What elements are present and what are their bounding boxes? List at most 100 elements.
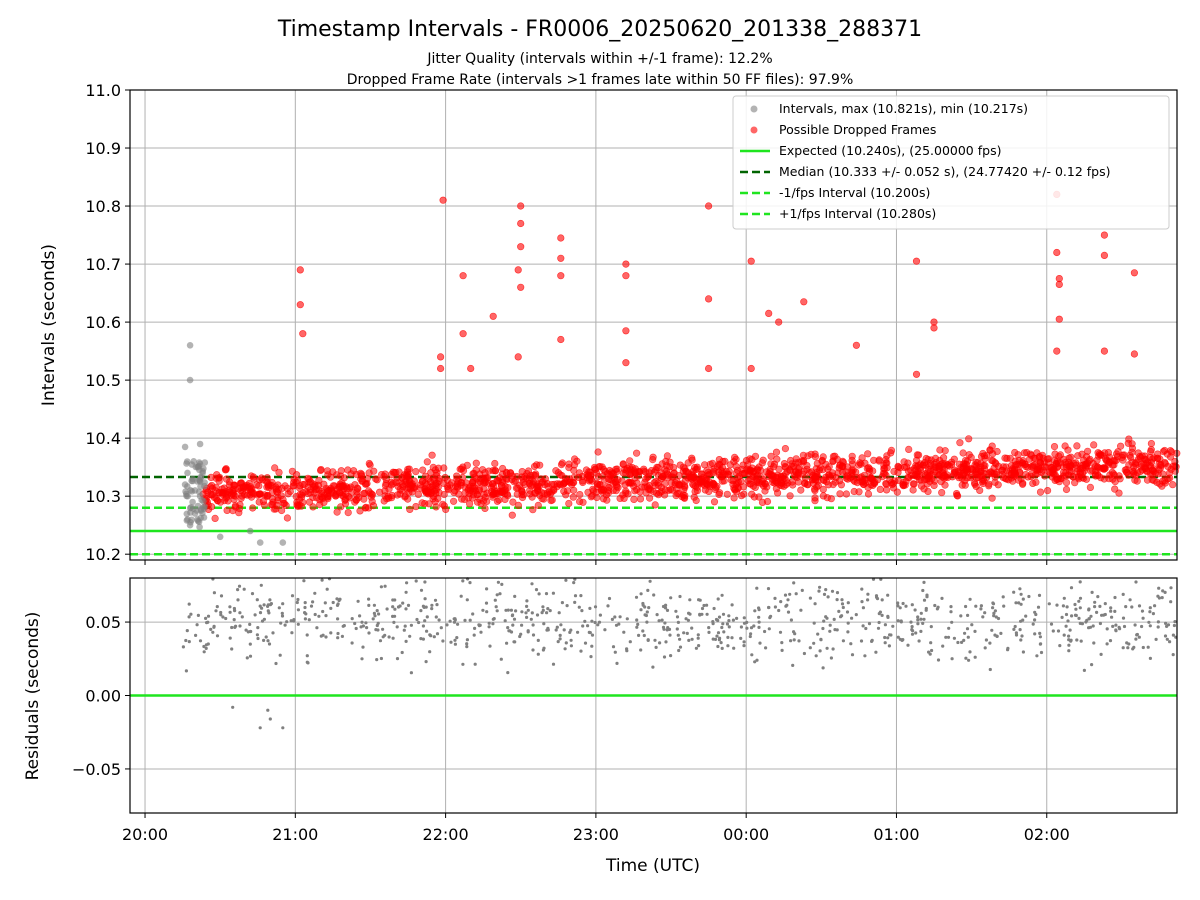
residual-point (452, 617, 456, 621)
dropped-frame-point (263, 483, 271, 491)
interval-point (191, 510, 199, 517)
residual-point (325, 587, 329, 591)
residual-point (559, 623, 563, 627)
residual-point (974, 604, 978, 608)
residual-point (1156, 625, 1160, 629)
residual-point (531, 648, 535, 652)
residual-point (302, 579, 306, 583)
residual-point (296, 608, 300, 612)
residual-point (236, 588, 240, 592)
dropped-frame-point (475, 486, 483, 495)
residual-point (984, 638, 989, 642)
residual-point (622, 630, 626, 634)
residual-point (792, 581, 796, 585)
dropped-frame-point (620, 465, 629, 474)
residual-point (721, 612, 726, 616)
residual-point (850, 653, 855, 657)
residual-point (725, 622, 730, 626)
residual-point (1171, 653, 1175, 657)
residual-point (465, 642, 469, 646)
residual-point (419, 637, 423, 641)
dropped-frame-point (440, 479, 448, 488)
residual-point (1169, 586, 1173, 590)
residual-point (645, 610, 649, 614)
dropped-frame-point (414, 490, 423, 499)
residual-point (323, 601, 327, 605)
residual-point (487, 625, 491, 629)
residual-point (278, 653, 282, 657)
dropped-frame-point (337, 503, 345, 511)
residual-point (206, 614, 211, 618)
dropped-frame-point (1053, 248, 1061, 257)
residual-point (305, 633, 309, 637)
residual-point (279, 621, 283, 625)
dropped-frame-point (275, 468, 283, 477)
residual-point (861, 624, 865, 628)
dropped-frame-point (1160, 446, 1169, 455)
residual-point (1064, 624, 1068, 628)
residual-point (1033, 610, 1037, 614)
interval-point (196, 492, 204, 500)
dropped-frame-point (691, 482, 700, 490)
dropped-frame-point (212, 494, 220, 503)
dropped-frame-point (1003, 454, 1011, 463)
residual-point (429, 634, 433, 638)
residual-point (876, 626, 881, 630)
residual-point (465, 638, 469, 642)
residual-point (919, 617, 923, 621)
dropped-frame-point (1029, 479, 1037, 488)
dropped-frame-point (956, 439, 964, 447)
dropped-frame-point (432, 489, 440, 497)
residual-point (184, 669, 188, 673)
dropped-frame-point (811, 450, 819, 458)
dropped-frame-point (1111, 485, 1119, 493)
dropped-frame-point (1002, 475, 1011, 483)
dropped-frame-point (1053, 347, 1061, 355)
dropped-frame-point (450, 497, 458, 505)
dropped-frame-point (376, 488, 384, 496)
residual-point (419, 588, 424, 592)
residual-point (437, 618, 441, 622)
interval-point (186, 521, 194, 529)
residual-point (767, 627, 771, 631)
residual-point (946, 635, 951, 639)
dropped-frame-point (755, 493, 763, 501)
dropped-frame-point (422, 487, 430, 496)
residual-point (1114, 628, 1118, 632)
residual-point (846, 621, 850, 625)
dropped-frame-point (679, 491, 687, 499)
residual-point (221, 615, 225, 619)
residual-point (648, 579, 652, 583)
dropped-frame-point (381, 470, 389, 478)
residual-point (336, 617, 340, 621)
residual-point (350, 641, 354, 645)
residual-point (793, 632, 797, 636)
dropped-frame-point (696, 478, 704, 486)
residual-point (409, 623, 413, 627)
dropped-frame-point (1040, 472, 1049, 480)
dropped-frame-point (491, 459, 499, 468)
y-tick-label: 0.05 (85, 613, 121, 632)
interval-point (184, 469, 191, 477)
residual-point (215, 605, 219, 609)
dropped-frame-point (867, 474, 875, 482)
residual-point (525, 604, 529, 609)
residual-point (546, 628, 550, 632)
dropped-frame-point (705, 478, 714, 486)
residual-point (465, 645, 469, 649)
residual-point (441, 639, 445, 643)
residual-point (1001, 595, 1005, 599)
residual-point (1156, 594, 1160, 598)
dropped-frame-point (509, 498, 517, 506)
residual-point (365, 626, 369, 630)
residual-point (690, 637, 694, 641)
dropped-frame-point (747, 364, 755, 373)
dropped-frame-point (746, 475, 754, 483)
residual-point (635, 625, 639, 629)
dropped-frame-point (977, 452, 986, 461)
residual-point (1092, 641, 1096, 645)
dropped-frame-point (664, 474, 672, 482)
residual-point (968, 597, 972, 601)
residual-point (644, 613, 649, 618)
residual-point (324, 635, 328, 639)
